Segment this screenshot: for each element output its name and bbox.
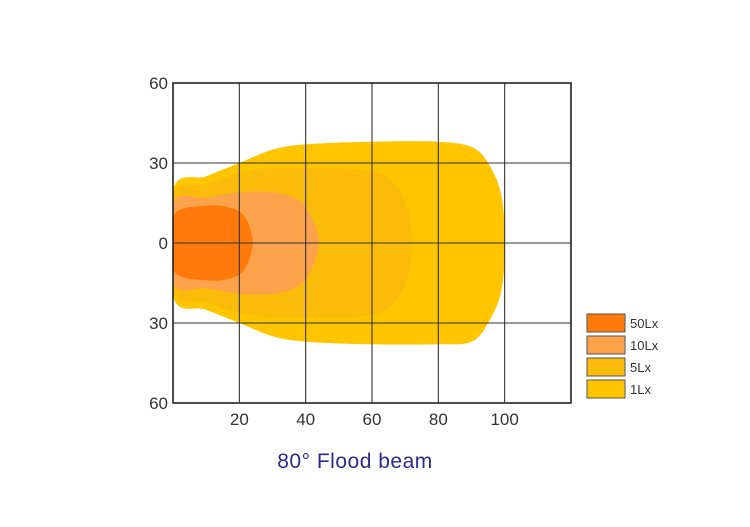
grid-lines (173, 83, 571, 403)
legend: 50Lx 10Lx 5Lx 1Lx (586, 313, 659, 399)
legend-swatch (586, 379, 626, 399)
y-tick-label: 30 (149, 154, 168, 173)
x-axis-ticks: 20 40 60 80 100 (230, 410, 519, 429)
legend-label: 10Lx (630, 338, 659, 353)
x-tick-label: 80 (429, 410, 448, 429)
y-axis-ticks: 60 30 0 30 60 (149, 74, 168, 413)
y-tick-label: 60 (149, 74, 168, 93)
x-tick-label: 60 (363, 410, 382, 429)
y-tick-label: 0 (159, 234, 168, 253)
y-tick-label: 30 (149, 314, 168, 333)
chart-title: 80° Flood beam (277, 450, 433, 473)
legend-swatch (586, 335, 626, 355)
x-tick-label: 100 (490, 410, 518, 429)
x-tick-label: 20 (230, 410, 249, 429)
y-tick-label: 60 (149, 394, 168, 413)
x-tick-label: 40 (296, 410, 315, 429)
legend-swatch (586, 313, 626, 333)
legend-label: 5Lx (630, 360, 651, 375)
legend-label: 50Lx (630, 316, 659, 331)
legend-label: 1Lx (630, 382, 651, 397)
legend-swatch (586, 357, 626, 377)
plot-frame (172, 82, 572, 404)
